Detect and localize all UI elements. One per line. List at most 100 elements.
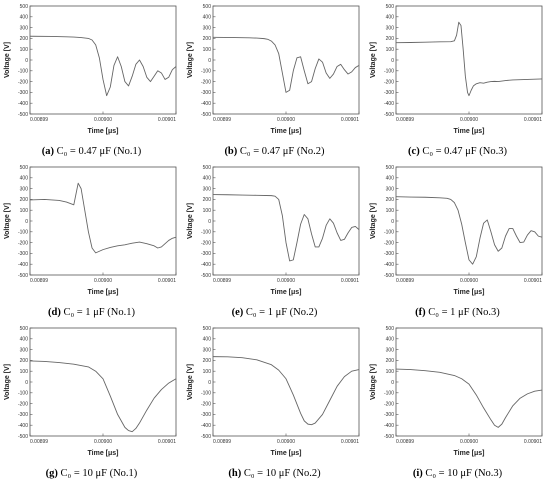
y-tick-label: 200 [386, 36, 395, 42]
x-tick-label: 0.00901 [524, 278, 542, 284]
y-tick-label: 300 [386, 347, 395, 353]
x-tick-label: 0.00901 [341, 278, 359, 284]
caption-label: (c) [408, 146, 420, 157]
panel-caption: (f) C₀ = 1 μF (No.3) [366, 307, 549, 318]
y-tick-label: -300 [384, 412, 394, 418]
caption-label: (d) [48, 307, 61, 318]
y-tick-label: -500 [18, 434, 28, 440]
x-tick-label: 0.00900 [460, 278, 478, 284]
caption-label: (g) [45, 468, 58, 479]
y-tick-label: -500 [384, 112, 394, 118]
voltage-series-line [212, 194, 360, 262]
y-tick-label: 500 [386, 165, 395, 171]
y-tick-label: -100 [18, 391, 28, 397]
y-tick-label: 100 [203, 369, 212, 375]
x-axis-label: Time [μs] [271, 128, 302, 135]
y-axis-label: Voltage [V] [370, 203, 377, 239]
y-tick-label: -500 [18, 273, 28, 279]
panel-caption: (h) C₀ = 10 μF (No.2) [183, 468, 366, 479]
panel-caption: (i) C₀ = 10 μF (No.3) [366, 468, 549, 479]
plot-frame [212, 5, 360, 115]
y-tick-label: -400 [201, 423, 211, 429]
y-tick-label: 400 [203, 15, 212, 21]
y-tick-label: 300 [20, 25, 29, 31]
y-tick-label: 500 [203, 326, 212, 332]
y-tick-label: 300 [203, 347, 212, 353]
y-tick-label: 100 [20, 47, 29, 53]
y-tick-label: -400 [18, 423, 28, 429]
x-tick-label: 0.00901 [524, 439, 542, 445]
plot-frame [395, 5, 543, 115]
y-axis-label: Voltage [V] [370, 42, 377, 78]
y-tick-label: -400 [384, 262, 394, 268]
chart-panel: -500 -400 -300 -200 -100 0 100 200 300 400 500 0.00… [4, 326, 177, 457]
y-tick-label: 0 [208, 219, 211, 225]
x-tick-label: 0.00901 [524, 117, 542, 123]
y-tick-label: 400 [386, 176, 395, 182]
y-tick-label: 500 [20, 4, 29, 10]
voltage-series-line [395, 196, 543, 265]
caption-text: C₀ = 1 μF (No.2) [243, 307, 318, 318]
voltage-series-line [29, 35, 177, 97]
x-tick-label: 0.00901 [158, 278, 176, 284]
voltage-series-line [29, 182, 177, 254]
x-tick-label: 0.00900 [277, 117, 295, 123]
x-axis-label: Time [μs] [271, 289, 302, 296]
y-tick-label: 400 [386, 337, 395, 343]
panel-caption: (b) C₀ = 0.47 μF (No.2) [183, 146, 366, 157]
y-tick-label: -500 [201, 273, 211, 279]
voltage-series-line [212, 36, 360, 93]
y-tick-label: 200 [20, 197, 29, 203]
voltage-series-line [212, 356, 360, 426]
y-axis-label: Voltage [V] [370, 364, 377, 400]
caption-text: C₀ = 0.47 μF (No.2) [237, 146, 325, 157]
x-tick-label: 0.00899 [396, 117, 414, 123]
y-tick-label: -500 [201, 434, 211, 440]
x-tick-label: 0.00900 [277, 278, 295, 284]
chart-panel: -500 -400 -300 -200 -100 0 100 200 300 400 500 0.00… [4, 4, 177, 135]
y-tick-label: -100 [384, 230, 394, 236]
y-tick-label: -400 [18, 262, 28, 268]
y-tick-label: 0 [208, 58, 211, 64]
y-tick-label: -200 [384, 240, 394, 246]
panel-caption: (a) C₀ = 0.47 μF (No.1) [0, 146, 183, 157]
x-tick-label: 0.00899 [396, 439, 414, 445]
x-tick-label: 0.00899 [30, 278, 48, 284]
y-tick-label: 500 [20, 326, 29, 332]
y-tick-label: 200 [20, 358, 29, 364]
y-tick-label: 400 [203, 337, 212, 343]
y-tick-label: 400 [20, 15, 29, 21]
y-tick-label: 200 [203, 197, 212, 203]
y-axis-label: Voltage [V] [4, 203, 11, 239]
y-tick-label: -500 [384, 434, 394, 440]
y-tick-label: -300 [201, 412, 211, 418]
y-tick-label: -400 [384, 423, 394, 429]
chart-panel: -500 -400 -300 -200 -100 0 100 200 300 400 500 0.00… [187, 326, 360, 457]
y-tick-label: 0 [25, 380, 28, 386]
y-tick-label: 200 [20, 36, 29, 42]
y-tick-label: 500 [203, 4, 212, 10]
y-tick-label: -100 [384, 69, 394, 75]
x-tick-label: 0.00901 [341, 439, 359, 445]
x-tick-label: 0.00899 [30, 117, 48, 123]
x-tick-label: 0.00900 [277, 439, 295, 445]
y-tick-label: -500 [384, 273, 394, 279]
y-tick-label: 100 [203, 47, 212, 53]
plot-frame [395, 327, 543, 437]
x-tick-label: 0.00899 [396, 278, 414, 284]
y-tick-label: -300 [18, 251, 28, 257]
caption-text: C₀ = 0.47 μF (No.1) [53, 146, 142, 157]
x-axis-label: Time [μs] [88, 450, 119, 457]
y-tick-label: -300 [18, 412, 28, 418]
y-tick-label: -200 [201, 240, 211, 246]
x-tick-label: 0.00899 [213, 439, 231, 445]
plot-frame [29, 166, 177, 276]
x-tick-label: 0.00901 [158, 439, 176, 445]
x-tick-label: 0.00900 [94, 278, 112, 284]
y-tick-label: 300 [203, 186, 212, 192]
y-tick-label: 500 [386, 326, 395, 332]
y-tick-label: 400 [20, 337, 29, 343]
x-tick-label: 0.00899 [213, 117, 231, 123]
x-axis-label: Time [μs] [88, 128, 119, 135]
y-tick-label: 400 [203, 176, 212, 182]
